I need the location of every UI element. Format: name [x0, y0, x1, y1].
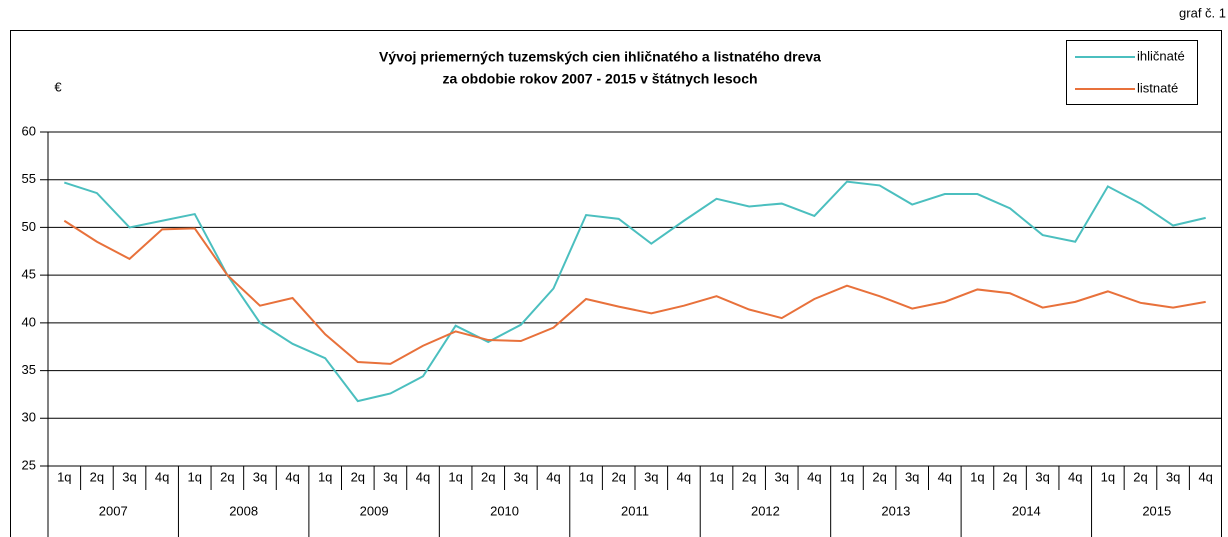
x-tick-label: 4q [546, 469, 560, 484]
x-tick-label: 1q [840, 469, 854, 484]
x-tick-label: 2q [90, 469, 104, 484]
y-tick-label: 60 [22, 123, 36, 138]
series-line [63, 180, 1206, 403]
legend-label: ihličnaté [1137, 48, 1185, 63]
chart-title: za obdobie rokov 2007 - 2015 v štátnych … [442, 71, 757, 87]
x-tick-label: 1q [579, 469, 593, 484]
chart-label: graf č. 1 [1179, 5, 1226, 20]
y-axis-label: € [54, 79, 62, 94]
group-label: 2010 [490, 503, 519, 518]
group-label: 2011 [621, 503, 649, 518]
y-tick-label: 35 [22, 362, 36, 377]
x-tick-label: 3q [1166, 469, 1180, 484]
y-tick-label: 25 [22, 457, 36, 472]
group-label: 2007 [99, 503, 128, 518]
x-tick-label: 2q [1003, 469, 1017, 484]
x-tick-label: 3q [383, 469, 397, 484]
y-tick-label: 50 [22, 219, 36, 234]
x-tick-label: 4q [677, 469, 691, 484]
chart-title: Vývoj priemerných tuzemských cien ihličn… [379, 49, 821, 65]
x-tick-label: 3q [514, 469, 528, 484]
x-tick-label: 4q [285, 469, 299, 484]
x-tick-label: 2q [351, 469, 365, 484]
x-tick-label: 4q [155, 469, 169, 484]
x-tick-label: 4q [938, 469, 952, 484]
x-tick-label: 3q [644, 469, 658, 484]
y-tick-label: 45 [22, 267, 36, 282]
x-tick-label: 1q [318, 469, 332, 484]
x-tick-label: 1q [970, 469, 984, 484]
x-tick-label: 4q [1068, 469, 1082, 484]
legend-box [1066, 40, 1198, 105]
y-tick-label: 30 [22, 410, 36, 425]
x-tick-label: 1q [448, 469, 462, 484]
group-label: 2009 [360, 503, 389, 518]
legend-label: listnaté [1137, 80, 1178, 95]
x-tick-label: 2q [872, 469, 886, 484]
x-tick-label: 4q [1198, 469, 1212, 484]
x-tick-label: 3q [905, 469, 919, 484]
x-tick-label: 2q [742, 469, 756, 484]
group-label: 2008 [229, 503, 258, 518]
x-tick-label: 1q [57, 469, 71, 484]
group-label: 2015 [1142, 503, 1171, 518]
x-tick-label: 2q [481, 469, 495, 484]
frame [10, 30, 1222, 537]
group-label: 2014 [1012, 503, 1041, 518]
y-tick-label: 55 [22, 171, 36, 186]
x-tick-label: 2q [220, 469, 234, 484]
x-tick-label: 3q [122, 469, 136, 484]
x-tick-label: 4q [416, 469, 430, 484]
group-label: 2012 [751, 503, 780, 518]
x-tick-label: 1q [1101, 469, 1115, 484]
x-tick-label: 1q [709, 469, 723, 484]
x-tick-label: 1q [188, 469, 202, 484]
series-line [63, 219, 1206, 365]
x-tick-label: 2q [1133, 469, 1147, 484]
x-tick-label: 3q [1035, 469, 1049, 484]
x-tick-label: 2q [611, 469, 625, 484]
group-label: 2013 [881, 503, 910, 518]
x-tick-label: 3q [775, 469, 789, 484]
x-tick-label: 4q [807, 469, 821, 484]
y-tick-label: 40 [22, 314, 36, 329]
x-tick-label: 3q [253, 469, 267, 484]
